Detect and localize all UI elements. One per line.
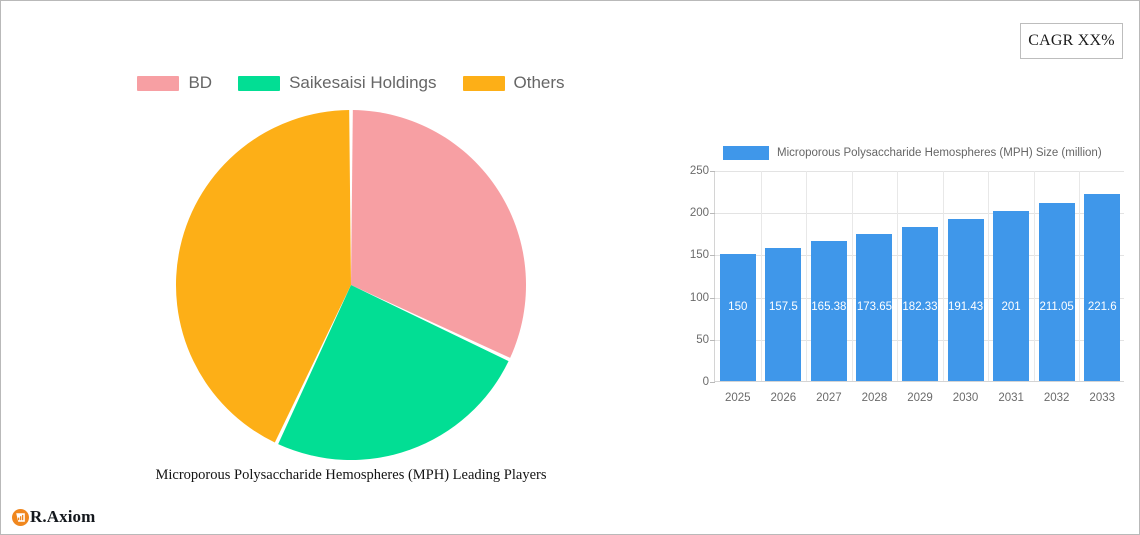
x-axis-tick-label: 2028	[861, 392, 888, 404]
bar-value-label: 173.65	[856, 301, 893, 313]
y-axis-tick-label: 100	[689, 291, 709, 304]
vertical-gridline	[806, 171, 808, 381]
pie-legend-swatch	[137, 75, 180, 91]
bar[interactable]: 173.65	[856, 234, 893, 381]
y-axis-tick-label: 50	[696, 333, 709, 346]
bar-value-label: 150	[728, 301, 748, 313]
vertical-gridline	[988, 171, 990, 381]
bar-legend-swatch	[723, 146, 769, 160]
bar-chart-plot-area: 0 50 100 150 200 250 150 2025 157.5 2026 165.38 202…	[690, 165, 1124, 404]
y-axis-tick-label: 150	[689, 249, 709, 262]
x-axis-tick-label: 2033	[1089, 392, 1116, 404]
gridline	[715, 213, 1124, 215]
bar-value-label: 191.43	[947, 301, 984, 313]
bar-value-label: 201	[1001, 301, 1021, 313]
bar-legend-label: Microporous Polysaccharide Hemospheres (…	[777, 147, 1102, 159]
cagr-badge: CAGR XX%	[1020, 23, 1123, 59]
pie-legend-label: Saikesaisi Holdings	[289, 73, 437, 92]
pie-slice[interactable]	[278, 285, 509, 461]
vertical-gridline	[942, 171, 944, 381]
pie-chart	[175, 109, 527, 461]
x-axis-tick-label: 2027	[816, 392, 842, 404]
y-axis-tick-mark	[710, 382, 715, 383]
pie-slice[interactable]	[175, 110, 351, 443]
pie-legend: BD Saikesaisi Holdings Others	[1, 73, 701, 93]
vertical-gridline	[851, 171, 853, 381]
pie-legend-entry[interactable]: Others	[462, 73, 565, 93]
pie-chart-svg	[175, 110, 527, 461]
pie-slice[interactable]	[351, 110, 527, 358]
y-axis-tick-label: 200	[689, 207, 709, 220]
vertical-gridline	[897, 171, 899, 381]
x-axis-tick-label: 2031	[998, 392, 1024, 404]
vertical-gridline	[760, 171, 762, 381]
x-axis-tick-label: 2032	[1043, 392, 1070, 404]
y-axis-tick-mark	[710, 213, 715, 215]
pie-chart-panel: BD Saikesaisi Holdings Others Microporous …	[1, 61, 701, 491]
bar-value-label: 182.33	[902, 301, 938, 313]
x-axis-tick-label: 2026	[770, 392, 797, 404]
x-axis-tick-label: 2030	[952, 392, 979, 404]
pie-legend-swatch	[238, 75, 281, 91]
bar[interactable]: 150	[719, 254, 756, 381]
vertical-gridline	[1033, 171, 1035, 381]
bar[interactable]: 165.38	[810, 241, 847, 381]
pie-legend-entry[interactable]: Saikesaisi Holdings	[238, 73, 437, 93]
pie-chart-caption: Microporous Polysaccharide Hemospheres (…	[155, 467, 547, 483]
bar-value-label: 211.05	[1039, 301, 1074, 313]
pie-legend-entry[interactable]: BD	[137, 73, 212, 93]
bar-value-label: 221.6	[1087, 301, 1117, 313]
bar[interactable]: 191.43	[947, 219, 984, 381]
bar[interactable]: 211.05	[1038, 202, 1075, 381]
y-axis-tick-mark	[710, 171, 715, 172]
y-axis-tick-label: 0	[702, 376, 709, 388]
cagr-badge-label: CAGR XX%	[1028, 32, 1115, 49]
y-axis-tick-mark	[710, 255, 715, 257]
y-axis-tick-mark	[710, 297, 715, 299]
bar[interactable]: 157.5	[765, 248, 802, 381]
vertical-gridline	[1079, 171, 1081, 381]
bar[interactable]: 201	[993, 211, 1030, 381]
bar-chart-panel: Microporous Polysaccharide Hemospheres (…	[667, 143, 1137, 418]
gridline	[715, 171, 1124, 172]
pie-legend-label: Others	[513, 73, 565, 92]
bar[interactable]: 221.6	[1084, 193, 1121, 381]
bar-value-label: 165.38	[811, 301, 847, 313]
axiom-logo-icon	[12, 508, 29, 526]
x-axis-tick-label: 2029	[907, 392, 933, 404]
pie-legend-swatch	[462, 75, 505, 91]
y-axis-tick-mark	[710, 339, 715, 341]
bar-value-label: 157.5	[768, 301, 798, 313]
y-axis-tick-label: 250	[689, 165, 709, 177]
bar[interactable]: 182.33	[902, 227, 938, 381]
bar-chart-legend: Microporous Polysaccharide Hemospheres (…	[723, 146, 1102, 160]
pie-legend-label: BD	[188, 73, 213, 92]
brand-logo: R.Axiom	[12, 507, 95, 527]
x-axis-tick-label: 2025	[724, 392, 751, 404]
brand-logo-text: R.Axiom	[30, 507, 96, 526]
